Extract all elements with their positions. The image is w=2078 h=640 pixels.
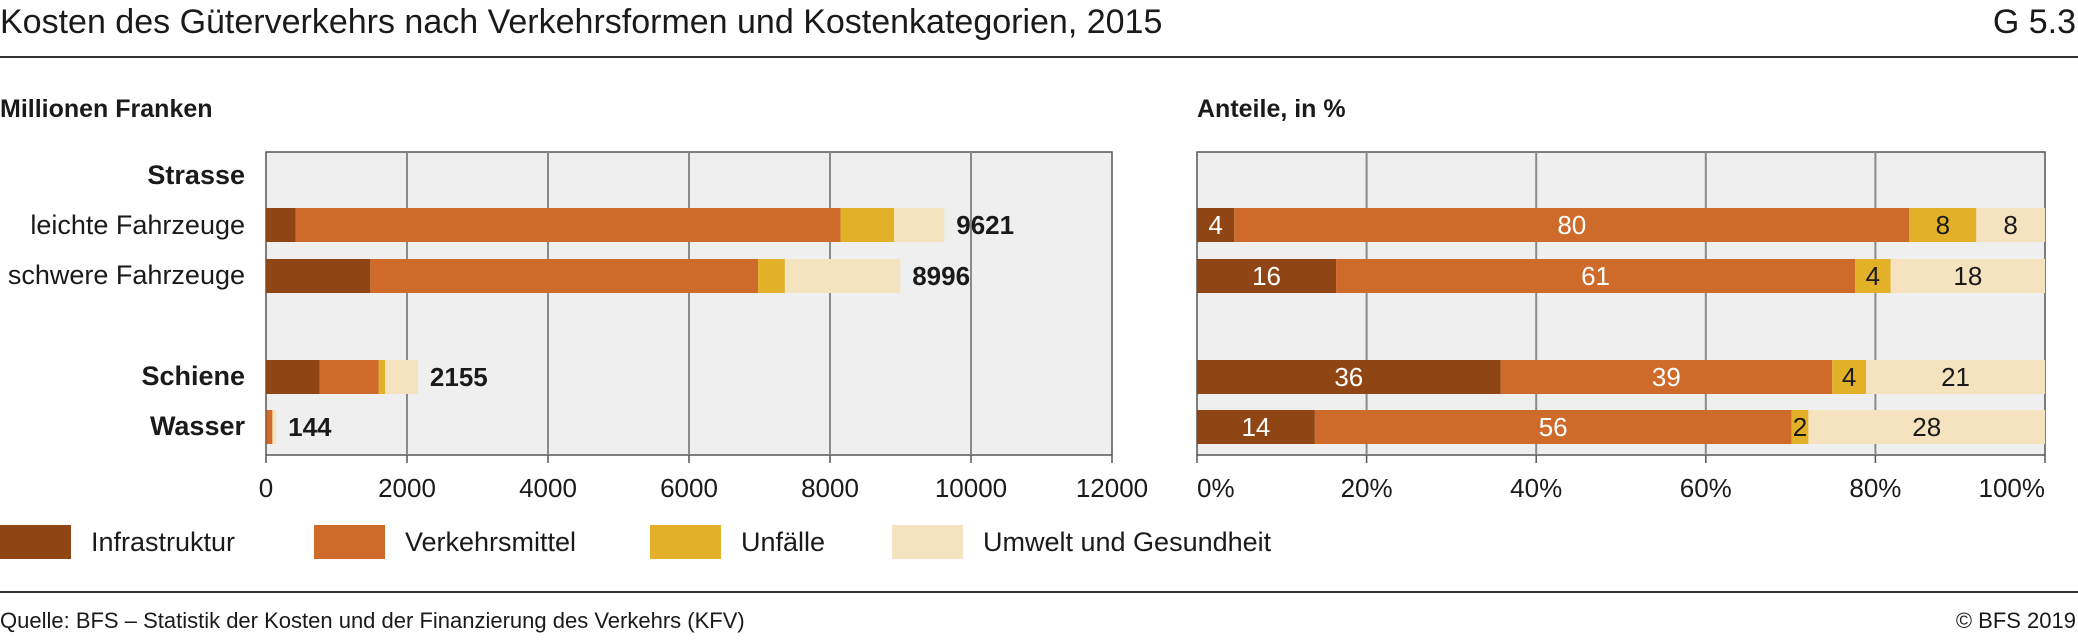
tick-label-pct: 60% xyxy=(1680,473,1732,503)
bar-umwelt-und-gesundheit-wasser xyxy=(272,410,277,444)
total-label-schiene: 2155 xyxy=(430,362,488,392)
bar-infrastruktur-leichte-fahrzeuge xyxy=(266,208,296,242)
bar-unfaelle-leichte-fahrzeuge xyxy=(1909,208,1977,242)
tick-label-pct: 40% xyxy=(1510,473,1562,503)
chart-canvas: 0 2000 4000 6000 8000 10000 12000 9621 8996 2155 1… xyxy=(259,151,2046,503)
data-label-infrastruktur-schiene: 36 xyxy=(1334,362,1363,392)
tick-label-abs: 4000 xyxy=(519,473,577,503)
tick-label-pct: 100% xyxy=(1979,473,2046,503)
bar-infrastruktur-schwere-fahrzeuge xyxy=(266,259,371,293)
legend-label-infrastruktur: Infrastruktur xyxy=(91,526,236,557)
plot-area-pct xyxy=(1196,151,2046,456)
bar-verkehrsmittel-wasser xyxy=(1314,410,1792,444)
legend-item-infrastruktur: Infrastruktur xyxy=(0,525,235,559)
row-label-schiene: Schiene xyxy=(141,361,245,391)
right-subtitle: Anteile, in % xyxy=(1197,95,1346,123)
bar-unfaelle-schiene xyxy=(378,360,386,394)
data-label-verkehrsmittel-wasser: 56 xyxy=(1539,412,1568,442)
legend-swatch-infrastruktur xyxy=(0,525,71,559)
tick-label-abs: 2000 xyxy=(378,473,436,503)
tick-label-abs: 10000 xyxy=(935,473,1007,503)
tick-label-abs: 12000 xyxy=(1076,473,1148,503)
legend-label-unfaelle: Unfälle xyxy=(741,526,826,557)
data-label-infrastruktur-leichte-fahrzeuge: 4 xyxy=(1208,210,1222,240)
left-subtitle: Millionen Franken xyxy=(0,95,213,123)
bar-unfaelle-schiene xyxy=(1832,360,1867,394)
row-label-leichte-fahrzeuge: leichte Fahrzeuge xyxy=(30,210,245,240)
bar-infrastruktur-schiene xyxy=(1197,360,1501,394)
bar-umwelt-und-gesundheit-schiene xyxy=(385,360,418,394)
bar-unfaelle-schwere-fahrzeuge xyxy=(758,259,785,293)
footer-source: Quelle: BFS – Statistik der Kosten und d… xyxy=(0,608,745,633)
figure-code: G 5.3 xyxy=(1992,3,2076,41)
tick-label-pct: 20% xyxy=(1341,473,1393,503)
data-label-verkehrsmittel-schiene: 39 xyxy=(1652,362,1681,392)
bar-verkehrsmittel-schwere-fahrzeuge xyxy=(1336,259,1856,293)
bar-umwelt-und-gesundheit-schiene xyxy=(1866,360,2045,394)
bar-verkehrsmittel-wasser xyxy=(266,410,273,444)
row-label-wasser: Wasser xyxy=(149,411,245,441)
legend-label-umwelt: Umwelt und Gesundheit xyxy=(983,526,1272,557)
total-label-wasser: 144 xyxy=(288,412,332,442)
bar-verkehrsmittel-leichte-fahrzeuge xyxy=(295,208,841,242)
bar-verkehrsmittel-leichte-fahrzeuge xyxy=(1234,208,1910,242)
bar-verkehrsmittel-schwere-fahrzeuge xyxy=(370,259,759,293)
bar-umwelt-und-gesundheit-wasser xyxy=(1808,410,2045,444)
data-label-unfaelle-leichte-fahrzeuge: 8 xyxy=(1936,210,1950,240)
total-label-schwere-fahrzeuge: 8996 xyxy=(912,261,970,291)
data-label-verkehrsmittel-schwere-fahrzeuge: 61 xyxy=(1581,261,1610,291)
legend-item-umwelt: Umwelt und Gesundheit xyxy=(892,525,1271,559)
bar-unfaelle-leichte-fahrzeuge xyxy=(840,208,895,242)
tick-label-abs: 0 xyxy=(259,473,273,503)
bar-infrastruktur-leichte-fahrzeuge xyxy=(1197,208,1235,242)
data-label-verkehrsmittel-leichte-fahrzeuge: 80 xyxy=(1557,210,1586,240)
tick-label-abs: 8000 xyxy=(801,473,859,503)
legend-swatch-umwelt xyxy=(892,525,963,559)
bar-infrastruktur-wasser xyxy=(266,410,267,444)
bar-infrastruktur-schiene xyxy=(266,360,320,394)
row-label-strasse: Strasse xyxy=(147,160,245,190)
bar-verkehrsmittel-schiene xyxy=(319,360,379,394)
legend-swatch-verkehrsmittel xyxy=(314,525,385,559)
bar-infrastruktur-wasser xyxy=(1197,410,1315,444)
total-label-leichte-fahrzeuge: 9621 xyxy=(956,210,1014,240)
data-label-umwelt-und-gesundheit-schwere-fahrzeuge: 18 xyxy=(1953,261,1982,291)
legend-item-unfaelle: Unfälle xyxy=(650,525,825,559)
data-label-infrastruktur-schwere-fahrzeuge: 16 xyxy=(1252,261,1281,291)
data-label-infrastruktur-wasser: 14 xyxy=(1241,412,1270,442)
bar-unfaelle-schwere-fahrzeuge xyxy=(1855,259,1891,293)
data-label-umwelt-und-gesundheit-leichte-fahrzeuge: 8 xyxy=(2003,210,2017,240)
bar-verkehrsmittel-schiene xyxy=(1500,360,1833,394)
chart-title: Kosten des Güterverkehrs nach Verkehrsfo… xyxy=(0,3,1163,41)
legend-swatch-unfaelle xyxy=(650,525,721,559)
header-rule xyxy=(0,56,2078,58)
legend-label-verkehrsmittel: Verkehrsmittel xyxy=(405,526,577,557)
row-label-schwere-fahrzeuge: schwere Fahrzeuge xyxy=(7,260,245,290)
legend-item-verkehrsmittel: Verkehrsmittel xyxy=(314,525,576,559)
bar-umwelt-und-gesundheit-leichte-fahrzeuge xyxy=(1976,208,2045,242)
footer-rule xyxy=(0,591,2078,593)
bar-umwelt-und-gesundheit-schwere-fahrzeuge xyxy=(1890,259,2045,293)
data-label-umwelt-und-gesundheit-wasser: 28 xyxy=(1912,412,1941,442)
data-label-umwelt-und-gesundheit-schiene: 21 xyxy=(1941,362,1970,392)
tick-label-pct: 0% xyxy=(1197,473,1235,503)
footer-copyright: © BFS 2019 xyxy=(1955,608,2076,633)
bar-infrastruktur-schwere-fahrzeuge xyxy=(1197,259,1337,293)
data-label-unfaelle-wasser: 2 xyxy=(1793,412,1807,442)
tick-label-pct: 80% xyxy=(1849,473,1901,503)
bar-umwelt-und-gesundheit-leichte-fahrzeuge xyxy=(894,208,945,242)
data-label-unfaelle-schwere-fahrzeuge: 4 xyxy=(1866,261,1880,291)
data-label-unfaelle-schiene: 4 xyxy=(1842,362,1856,392)
bar-umwelt-und-gesundheit-schwere-fahrzeuge xyxy=(784,259,901,293)
tick-label-abs: 6000 xyxy=(660,473,718,503)
bar-unfaelle-wasser xyxy=(1791,410,1809,444)
